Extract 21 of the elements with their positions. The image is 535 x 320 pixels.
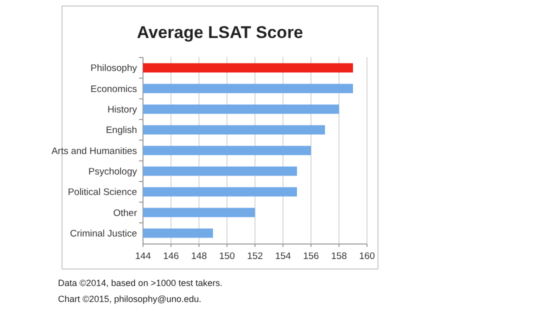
x-tick-label: 152: [247, 251, 263, 262]
x-tick-label: 154: [275, 251, 291, 262]
text: Chart ©2015, philosophy@uno.edu.: [58, 294, 202, 304]
y-tick-label: Political Science: [68, 187, 137, 198]
x-tick-label: 158: [331, 251, 347, 262]
x-tick-label: 146: [163, 251, 179, 262]
text: Data ©2014, based on >1000 test takers.: [58, 278, 222, 288]
x-tick-label: 156: [303, 251, 319, 262]
chart-title: Average LSAT Score: [136, 23, 304, 42]
y-tick-label: Psychology: [88, 166, 138, 178]
y-tick-label: Philosophy: [90, 63, 138, 74]
y-tick-label: Criminal Justice: [70, 228, 137, 240]
x-tick-label: 144: [135, 251, 151, 262]
y-tick-label: History: [107, 104, 138, 116]
y-tick-label: Other: [113, 208, 137, 219]
y-tick-label: English: [106, 125, 137, 136]
x-tick-label: 150: [219, 251, 235, 262]
x-tick-label: 148: [191, 251, 207, 262]
y-tick-label: Arts and Humanities: [51, 146, 138, 157]
x-tick-label: 160: [359, 251, 375, 262]
y-tick-label: Economics: [90, 84, 138, 95]
